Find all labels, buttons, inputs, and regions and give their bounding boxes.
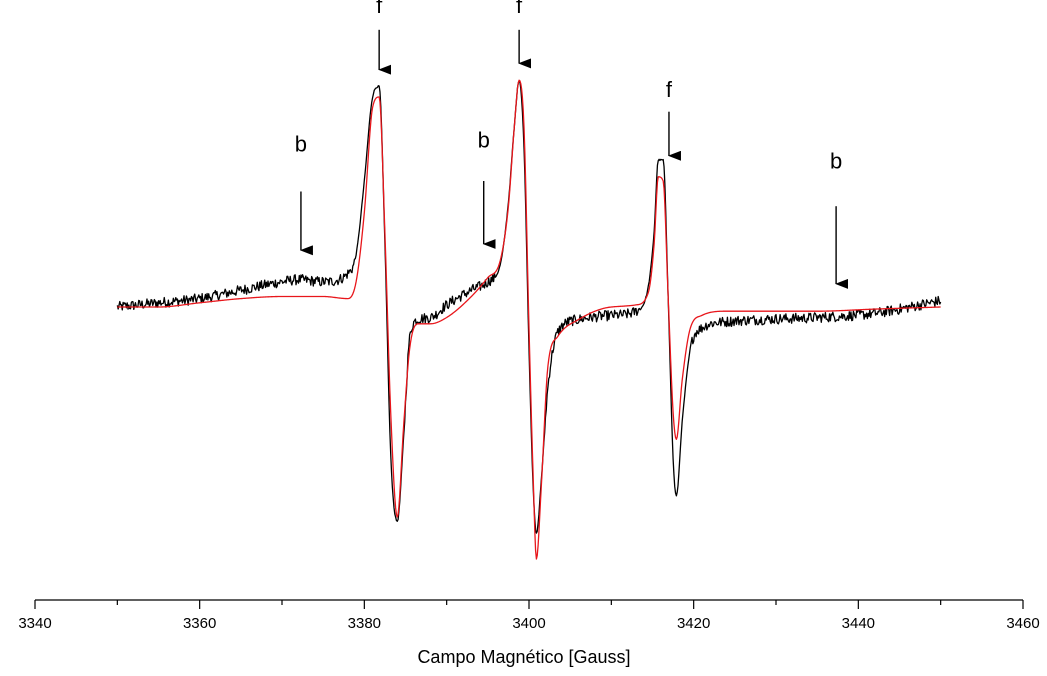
x-tick-label: 3380 [348,615,381,632]
series-simulated-line [117,79,941,560]
x-tick-label: 3400 [512,615,545,632]
annotation-label-b: b [478,127,490,152]
annotation-label-b: b [830,148,842,173]
annotation-label-f: f [516,0,523,18]
x-tick-label: 3340 [18,615,51,632]
x-axis: 3340 3360 3380 3400 3420 3440 3460 [18,599,1040,632]
plot-area [116,79,942,560]
x-tick-label: 3460 [1006,615,1039,632]
x-tick-label: 3360 [183,615,216,632]
x-axis-label: Campo Magnético [Gauss] [417,647,630,667]
annotations: f f f b b b [295,0,849,289]
x-tick-label: 3420 [677,615,710,632]
x-tick-label: 3440 [842,615,875,632]
annotation-label-b: b [295,132,307,157]
annotation-label-f: f [376,0,383,18]
annotation-label-f: f [666,77,673,102]
